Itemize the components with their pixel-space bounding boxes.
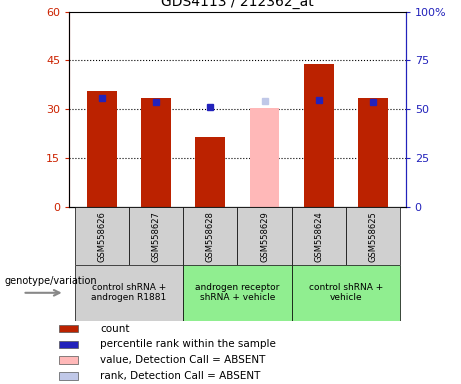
Text: control shRNA +
vehicle: control shRNA + vehicle — [309, 283, 383, 303]
Bar — [75, 265, 183, 321]
Bar — [195, 137, 225, 207]
Text: percentile rank within the sample: percentile rank within the sample — [100, 339, 276, 349]
Text: GSM558626: GSM558626 — [97, 211, 106, 262]
Bar — [292, 265, 400, 321]
Bar — [237, 207, 292, 265]
Text: androgen receptor
shRNA + vehicle: androgen receptor shRNA + vehicle — [195, 283, 280, 303]
Bar — [346, 207, 400, 265]
Bar — [75, 207, 129, 265]
Bar — [183, 265, 292, 321]
Bar — [141, 98, 171, 207]
Bar — [59, 341, 78, 348]
Bar — [87, 91, 117, 207]
Text: control shRNA +
androgen R1881: control shRNA + androgen R1881 — [91, 283, 166, 303]
Bar — [304, 64, 334, 207]
Text: GSM558627: GSM558627 — [152, 211, 160, 262]
Text: value, Detection Call = ABSENT: value, Detection Call = ABSENT — [100, 355, 266, 365]
Text: count: count — [100, 324, 130, 334]
Bar — [129, 207, 183, 265]
Bar — [59, 356, 78, 364]
Text: genotype/variation: genotype/variation — [5, 276, 97, 286]
Bar — [59, 372, 78, 380]
Text: GSM558628: GSM558628 — [206, 211, 215, 262]
Text: rank, Detection Call = ABSENT: rank, Detection Call = ABSENT — [100, 371, 260, 381]
Text: GSM558625: GSM558625 — [369, 211, 378, 262]
Text: GSM558629: GSM558629 — [260, 211, 269, 262]
Text: GSM558624: GSM558624 — [314, 211, 323, 262]
Bar — [59, 325, 78, 333]
Bar — [292, 207, 346, 265]
Bar — [358, 98, 388, 207]
Bar — [183, 207, 237, 265]
Title: GDS4113 / 212362_at: GDS4113 / 212362_at — [161, 0, 314, 9]
Bar — [249, 108, 279, 207]
